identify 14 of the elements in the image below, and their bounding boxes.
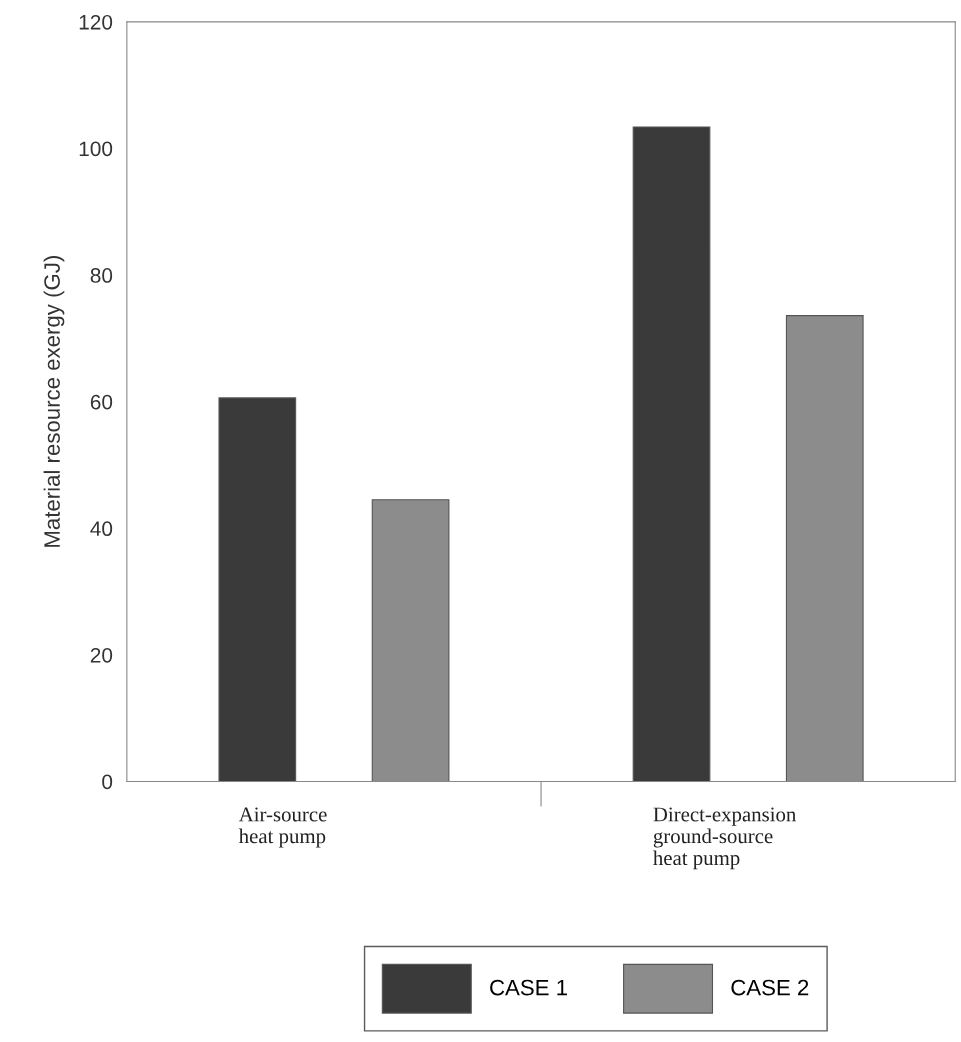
bar bbox=[632, 126, 711, 782]
x-tick-label: Air-source heat pump bbox=[238, 807, 327, 848]
y-tick-label: 100 bbox=[79, 141, 113, 157]
y-axis-title: Material resource exergy (GJ) bbox=[43, 256, 65, 547]
x-tick-label: Direct-expansion ground-source heat pump bbox=[653, 807, 797, 870]
legend-label: CASE 2 bbox=[731, 979, 809, 996]
y-tick-label: 60 bbox=[90, 394, 113, 410]
y-tick-label: 40 bbox=[90, 521, 113, 537]
y-tick-label: 20 bbox=[90, 647, 113, 663]
y-tick-label: 120 bbox=[79, 14, 113, 30]
bar bbox=[218, 397, 297, 782]
y-tick-label: 80 bbox=[90, 268, 113, 283]
legend-label: CASE 1 bbox=[490, 979, 567, 996]
y-tick-label: 0 bbox=[102, 774, 113, 790]
